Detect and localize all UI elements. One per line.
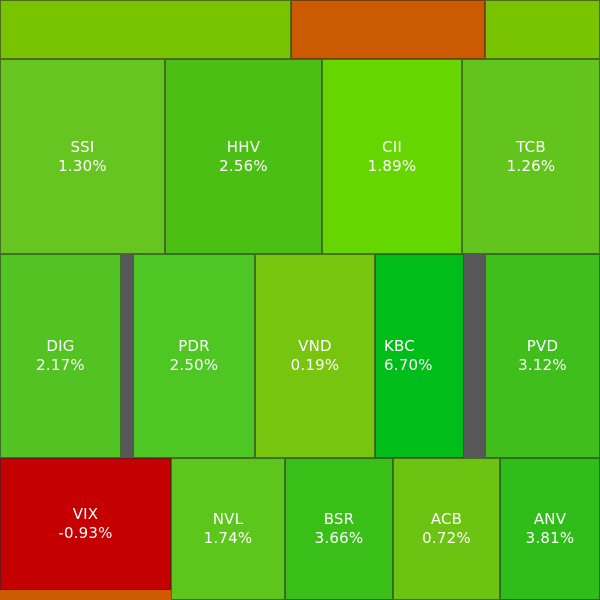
ticker-symbol: ANV	[533, 510, 567, 528]
tile-dig[interactable]: DIG 2.17%	[0, 254, 121, 458]
ticker-symbol: HHV	[226, 137, 261, 156]
percent-change: 1.30%	[58, 156, 107, 175]
ticker-symbol: SSI	[70, 137, 95, 156]
tile-anv[interactable]: ANV 3.81%	[500, 458, 600, 600]
ticker-symbol: TCB	[516, 137, 546, 156]
tile-ssi[interactable]: SSI 1.30%	[0, 59, 165, 254]
ticker-symbol: BSR	[323, 510, 355, 528]
ticker-symbol: KBC	[384, 337, 415, 355]
tile-top-left[interactable]	[0, 0, 291, 59]
separator-gap	[464, 254, 485, 458]
separator-gap	[121, 254, 133, 458]
ticker-symbol: PVD	[526, 337, 559, 355]
percent-change: 3.66%	[314, 529, 364, 547]
percent-change: 3.12%	[518, 356, 567, 374]
tile-cii[interactable]: CII 1.89%	[322, 59, 462, 254]
ticker-symbol: CII	[382, 137, 402, 156]
ticker-symbol: DIG	[46, 337, 75, 355]
tile-hhv[interactable]: HHV 2.56%	[165, 59, 322, 254]
tile-top-middle[interactable]	[291, 0, 485, 59]
percent-change: 1.74%	[203, 529, 253, 547]
ticker-symbol: VND	[298, 337, 332, 355]
percent-change: -0.93%	[58, 524, 113, 542]
tile-kbc[interactable]: KBC 6.70%	[375, 254, 464, 458]
tile-pdr[interactable]: PDR 2.50%	[133, 254, 255, 458]
ticker-symbol: VIX	[72, 505, 99, 523]
tile-pvd[interactable]: PVD 3.12%	[485, 254, 600, 458]
ticker-symbol: ACB	[430, 510, 463, 528]
percent-change: 0.72%	[422, 529, 471, 547]
percent-change: 1.89%	[367, 156, 417, 175]
ticker-symbol: NVL	[212, 510, 244, 528]
percent-change: 0.19%	[290, 356, 340, 374]
tile-nvl[interactable]: NVL 1.74%	[171, 458, 285, 600]
tile-bottom-left[interactable]	[0, 590, 171, 600]
tile-top-right[interactable]	[485, 0, 600, 59]
percent-change: 1.26%	[506, 156, 556, 175]
tile-bsr[interactable]: BSR 3.66%	[285, 458, 393, 600]
tile-tcb[interactable]: TCB 1.26%	[462, 59, 600, 254]
percent-change: 2.17%	[36, 356, 85, 374]
tile-vix[interactable]: VIX -0.93%	[0, 458, 171, 590]
percent-change: 6.70%	[384, 356, 433, 374]
percent-change: 2.50%	[169, 356, 219, 374]
ticker-symbol: PDR	[178, 337, 210, 355]
percent-change: 3.81%	[525, 529, 575, 547]
percent-change: 2.56%	[219, 156, 268, 175]
tile-acb[interactable]: ACB 0.72%	[393, 458, 500, 600]
tile-vnd[interactable]: VND 0.19%	[255, 254, 375, 458]
